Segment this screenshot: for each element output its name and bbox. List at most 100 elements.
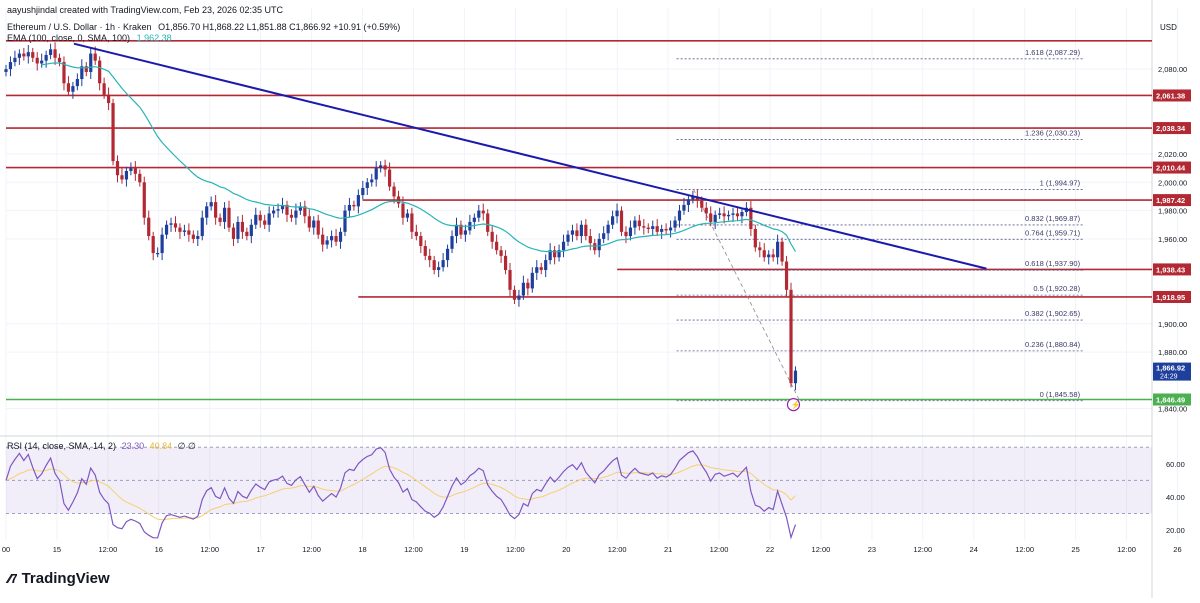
event-marker-icon[interactable] xyxy=(786,397,801,412)
candle-body xyxy=(383,165,387,170)
candle-body xyxy=(486,213,490,232)
candle-body xyxy=(280,204,285,210)
bearish-trendline[interactable] xyxy=(73,42,987,270)
candle-body xyxy=(164,224,169,235)
time-tick-label: 12:00 xyxy=(302,545,321,554)
resistance-level-tag xyxy=(1153,263,1191,276)
time-tick-label: 21 xyxy=(664,545,672,554)
resistance-level-tag xyxy=(1153,161,1191,174)
candle-body xyxy=(294,210,298,218)
candle-body xyxy=(517,295,521,300)
candle-body xyxy=(356,195,360,207)
time-tick-label: 12:00 xyxy=(98,545,117,554)
time-tick-label: 12:00 xyxy=(506,545,525,554)
candle-body xyxy=(499,250,503,256)
ema-value: 1,962.38 xyxy=(136,33,172,43)
candle-body xyxy=(776,241,780,258)
candle-body xyxy=(191,234,195,239)
candle-body xyxy=(758,247,762,251)
rsi-label: RSI (14, close, SMA, 14, 2) xyxy=(7,441,117,451)
candle-body xyxy=(490,231,494,242)
candle-body xyxy=(13,57,17,63)
candle-body xyxy=(753,229,757,248)
rsi-tick-label: 40.00 xyxy=(1166,493,1185,502)
fib-level-label: 1.618 (2,087.29) xyxy=(1025,48,1081,57)
candle-body xyxy=(454,224,459,237)
price-tick-label: 2,020.00 xyxy=(1158,150,1187,159)
time-tick-label: 12:00 xyxy=(913,545,932,554)
candle-body xyxy=(289,214,294,218)
candle-body xyxy=(209,202,213,207)
candle-body xyxy=(414,231,418,237)
candle-body xyxy=(138,173,142,183)
candle-body xyxy=(35,57,39,64)
rsi-line xyxy=(5,447,797,540)
symbol-line[interactable]: Ethereum / U.S. Dollar · 1h · Kraken O1,… xyxy=(7,22,400,32)
candle-body xyxy=(75,79,79,87)
price-tick-label: 2,000.00 xyxy=(1158,178,1187,187)
candle-body xyxy=(615,210,619,217)
symbol-name[interactable]: Ethereum / U.S. Dollar · 1h · Kraken xyxy=(7,22,152,32)
candle-body xyxy=(329,236,334,241)
candle-body xyxy=(263,220,267,225)
candle-body xyxy=(749,207,753,229)
time-tick-label: 22 xyxy=(766,545,774,554)
candle-body xyxy=(709,213,713,222)
candle-body xyxy=(450,236,454,249)
candle-body xyxy=(285,204,289,215)
horizontal-levels xyxy=(6,40,1152,401)
ema-legend[interactable]: EMA (100, close, 0, SMA, 100) 1,962.38 xyxy=(7,33,172,43)
candle-body xyxy=(445,248,450,261)
candle-body xyxy=(214,202,218,218)
ohlc-values: O1,856.70 H1,868.22 L1,851.88 C1,866.92 … xyxy=(158,22,401,32)
resistance-level-tag xyxy=(1153,122,1191,135)
candle-body xyxy=(619,210,624,232)
last-price-label: 1,866.92 xyxy=(1156,364,1185,373)
candle-body xyxy=(200,217,204,237)
fib-retracement: 1.618 (2,087.29) 1.236 (2,030.23) 1 (1,994… xyxy=(676,48,1085,402)
time-tick-label: 12:00 xyxy=(608,545,627,554)
price-axis: 2,061.38 2,038.34 2,010.44 1,987.42 1,938.43… xyxy=(1153,65,1191,535)
candle-body xyxy=(49,49,53,55)
candle-body xyxy=(298,206,302,211)
fib-level-label: 0.618 (1,937.90) xyxy=(1025,259,1081,268)
candle-body xyxy=(379,165,383,169)
candle-body xyxy=(503,255,508,271)
candle-body xyxy=(767,254,771,258)
candle-body xyxy=(459,224,463,235)
candle-body xyxy=(495,241,499,251)
candle-body xyxy=(735,213,740,217)
last-price-tag xyxy=(1153,362,1191,381)
candle-body xyxy=(62,62,66,84)
candle-body xyxy=(771,254,775,258)
candle-body xyxy=(584,224,588,237)
resistance-level-tag xyxy=(1153,194,1191,207)
rsi-legend[interactable]: RSI (14, close, SMA, 14, 2) 23.30 40.84 … xyxy=(7,441,196,452)
candle-body xyxy=(187,230,191,235)
candle-body xyxy=(169,223,173,225)
resistance-level-tag xyxy=(1153,89,1191,102)
candle-body xyxy=(147,217,151,237)
rsi-pane xyxy=(5,446,1152,540)
candle-body xyxy=(557,250,561,258)
candle-body xyxy=(307,216,311,228)
candle-body xyxy=(178,227,182,232)
candle-body xyxy=(535,267,539,273)
price-tick-label: 1,900.00 xyxy=(1158,320,1187,329)
level-price-label: 2,061.38 xyxy=(1156,91,1185,100)
candle-body xyxy=(254,214,258,225)
level-price-label: 2,010.44 xyxy=(1156,164,1186,173)
level-price-label: 1,938.43 xyxy=(1156,265,1185,274)
candle-body xyxy=(71,86,75,92)
tradingview-logo[interactable]: ⁄⁄7 TradingView xyxy=(8,570,110,587)
level-price-label: 1,918.95 xyxy=(1156,293,1185,302)
currency-label: USD xyxy=(1160,23,1177,32)
candle-body xyxy=(258,214,262,221)
candle-body xyxy=(423,245,427,256)
time-tick-label: 12:00 xyxy=(710,545,729,554)
candle-body xyxy=(115,161,120,176)
candle-body xyxy=(218,217,222,222)
fib-level-label: 1 (1,994.97) xyxy=(1040,178,1081,187)
